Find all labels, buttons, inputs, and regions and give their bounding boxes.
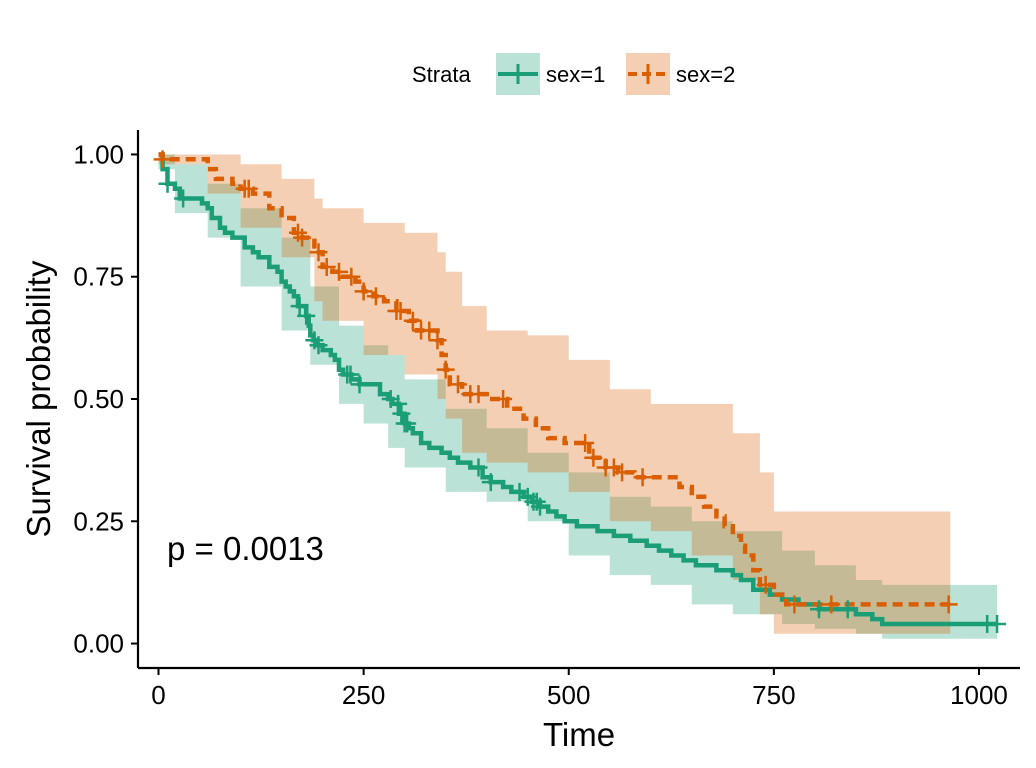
censor-mark-sex1 [988, 614, 1007, 633]
censor-mark-sex2 [330, 262, 349, 281]
censor-mark-sex2 [391, 301, 410, 320]
y-axis-title: Survival probability [20, 260, 57, 537]
censor-mark-sex2 [153, 150, 172, 169]
censor-mark-sex2 [428, 331, 447, 350]
y-tick-label: 0.00 [73, 629, 124, 659]
censor-mark-sex2 [293, 228, 312, 247]
x-tick-label: 750 [752, 680, 795, 710]
censor-mark-sex2 [822, 595, 841, 614]
censor-mark-sex2 [436, 360, 455, 379]
y-ticks: 0.00 0.25 0.50 0.75 1.00 [73, 139, 138, 659]
censor-mark-sex1 [389, 394, 408, 413]
censor-mark-sex2 [309, 243, 328, 262]
censor-mark-sex1 [174, 189, 193, 208]
censor-mark-sex2 [354, 282, 373, 301]
censor-mark-sex2 [239, 179, 258, 198]
censor-mark-sex2 [939, 595, 958, 614]
censor-mark-sex1 [398, 414, 417, 433]
censor-mark-sex2 [420, 321, 439, 340]
censor-mark-sex1 [481, 473, 500, 492]
censor-mark-sex2 [633, 468, 652, 487]
legend-title: Strata [412, 62, 471, 87]
censor-mark-sex2 [448, 375, 467, 394]
censor-mark-sex2 [366, 287, 385, 306]
y-tick-label: 0.25 [73, 506, 124, 536]
x-tick-label: 250 [342, 680, 385, 710]
censor-mark-sex2 [494, 390, 513, 408]
y-tick-label: 1.00 [73, 139, 124, 169]
censor-mark-sex2 [613, 463, 632, 482]
censor-mark-sex2 [317, 257, 336, 276]
legend-label-sex1: sex=1 [546, 62, 605, 87]
censor-mark-sex1 [309, 336, 328, 355]
censor-mark-sex2 [342, 267, 361, 286]
censor-mark-sex2 [756, 575, 775, 594]
censor-mark-sex1 [341, 365, 360, 384]
censor-mark-sex2 [576, 434, 595, 453]
censor-mark-sex1 [290, 297, 309, 316]
censor-mark-sex2 [785, 595, 804, 614]
censor-mark-sex1 [350, 375, 369, 394]
x-tick-label: 0 [151, 680, 165, 710]
censor-mark-sex1 [469, 458, 488, 477]
censor-mark-sex1 [392, 404, 411, 423]
y-tick-label: 0.50 [73, 384, 124, 414]
confidence-bands [158, 154, 997, 639]
x-ticks: 0 250 500 750 1000 [151, 668, 1008, 710]
censor-mark-sex2 [403, 311, 422, 330]
censor-mark-sex1 [531, 497, 550, 516]
confidence-band-sex1 [158, 154, 997, 639]
legend: Strata sex=1 sex=2 [412, 53, 735, 95]
censor-mark-sex1 [158, 174, 177, 193]
censor-mark-sex1 [809, 600, 828, 619]
censor-mark-sex1 [297, 306, 316, 325]
censor-mark-sex1 [838, 600, 857, 619]
y-tick-label: 0.75 [73, 262, 124, 292]
censor-mark-sex2 [469, 385, 488, 404]
x-tick-label: 1000 [950, 680, 1008, 710]
censor-marks [153, 150, 1007, 633]
x-tick-label: 500 [547, 680, 590, 710]
x-axis-title: Time [543, 716, 615, 753]
censor-mark-sex2 [584, 448, 603, 467]
confidence-band-sex2 [158, 154, 951, 634]
p-value-annotation: p = 0.0013 [167, 530, 324, 567]
legend-label-sex2: sex=2 [676, 62, 735, 87]
